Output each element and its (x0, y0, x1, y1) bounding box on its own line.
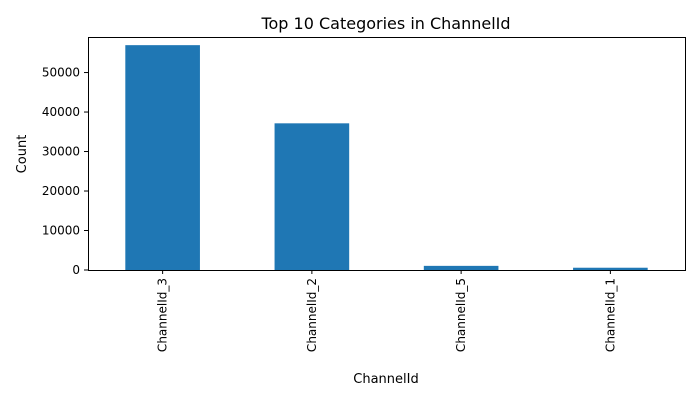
chart-title: Top 10 Categories in ChannelId (260, 14, 510, 33)
y-tick-label: 40000 (42, 105, 80, 119)
y-tick-label: 10000 (42, 224, 80, 238)
y-tick-label: 0 (72, 263, 80, 277)
y-tick-label: 50000 (42, 66, 80, 80)
x-tick-label: ChannelId_2 (305, 278, 319, 352)
x-tick-label: ChannelId_5 (454, 278, 468, 352)
x-tick-label: ChannelId_3 (156, 278, 170, 352)
y-ticks: 0 10000 20000 30000 40000 50000 (42, 66, 88, 277)
bar (423, 265, 499, 270)
bars (125, 45, 648, 270)
bar (573, 267, 648, 270)
y-axis-label: Count (15, 135, 30, 174)
bar (125, 45, 200, 270)
x-ticks: ChannelId_3 ChannelId_2 ChannelId_5 Channel… (156, 270, 617, 352)
x-axis-label: ChannelId (353, 372, 418, 387)
bar (274, 123, 350, 270)
y-tick-label: 30000 (42, 145, 80, 159)
y-tick-label: 20000 (42, 184, 80, 198)
x-tick-label: ChannelId_1 (603, 278, 617, 352)
plot-frame (88, 37, 686, 271)
